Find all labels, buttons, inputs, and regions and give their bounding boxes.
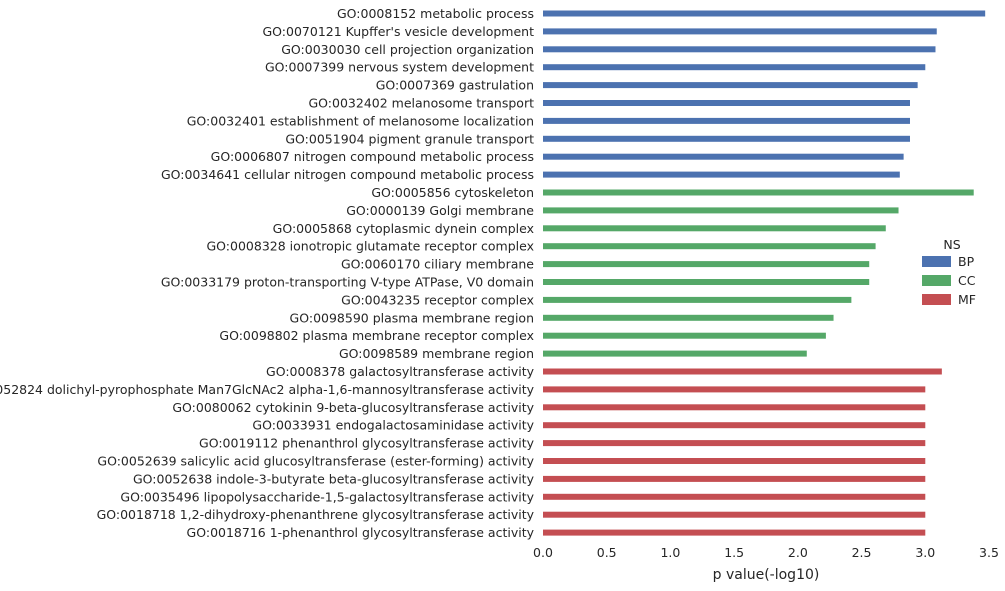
category-label: GO:0032402 melanosome transport <box>309 96 535 111</box>
bar-cc <box>543 314 834 321</box>
legend-swatch-cc <box>922 275 951 286</box>
x-tick-label: 0.0 <box>533 545 553 560</box>
x-axis-title: p value(-log10) <box>713 567 820 583</box>
category-label: GO:0007399 nervous system development <box>265 60 534 75</box>
category-label: GO:0052824 dolichyl-pyrophosphate Man7Gl… <box>0 382 535 397</box>
category-label: GO:0019112 phenanthrol glycosyltransfera… <box>199 436 535 451</box>
x-tick-label: 1.5 <box>724 545 744 560</box>
bar-mf <box>543 404 926 411</box>
x-tick-label: 3.5 <box>979 545 999 560</box>
category-label: GO:0018716 1-phenanthrol glycosyltransfe… <box>187 525 535 540</box>
legend-label-bp: BP <box>958 254 975 269</box>
bars-layer <box>543 10 986 536</box>
bar-mf <box>543 440 926 447</box>
bar-mf <box>543 475 926 482</box>
category-label: GO:0008152 metabolic process <box>337 6 534 21</box>
bar-mf <box>543 368 942 375</box>
bar-mf <box>543 386 926 393</box>
legend-label-cc: CC <box>958 273 976 288</box>
category-label: GO:0034641 cellular nitrogen compound me… <box>161 167 534 182</box>
bar-cc <box>543 261 870 268</box>
category-label: GO:0043235 receptor complex <box>341 292 534 307</box>
category-label: GO:0080062 cytokinin 9-beta-glucosyltran… <box>172 400 534 415</box>
bar-bp <box>543 46 936 53</box>
bar-bp <box>543 28 937 35</box>
category-label: GO:0033931 endogalactosaminidase activit… <box>252 418 534 433</box>
category-label: GO:0032401 establishment of melanosome l… <box>187 113 534 128</box>
category-label: GO:0018718 1,2-dihydroxy-phenanthrene gl… <box>97 507 535 522</box>
category-label: GO:0035496 lipopolysaccharide-1,5-galact… <box>120 489 534 504</box>
category-label: GO:0098802 plasma membrane receptor comp… <box>219 328 534 343</box>
bar-bp <box>543 171 900 178</box>
bar-cc <box>543 296 852 303</box>
bar-mf <box>543 422 926 429</box>
legend-swatch-bp <box>922 256 951 267</box>
bar-bp <box>543 117 910 124</box>
legend-title: NS <box>943 237 960 252</box>
bar-cc <box>543 279 870 285</box>
category-label: GO:0000139 Golgi membrane <box>346 203 534 218</box>
category-labels: GO:0008152 metabolic process GO:0070121 K… <box>0 6 535 540</box>
x-tick-label: 2.5 <box>852 545 872 560</box>
category-label: GO:0051904 pigment granule transport <box>285 131 534 146</box>
legend-label-mf: MF <box>958 292 976 307</box>
category-label: GO:0008328 ionotropic glutamate receptor… <box>207 239 535 254</box>
x-axis-ticks: 0.0 0.5 1.0 1.5 2.0 2.5 3.0 3.5 <box>533 545 999 560</box>
bar-bp <box>543 135 910 142</box>
category-label: GO:0005856 cytoskeleton <box>371 185 534 200</box>
legend-swatch-mf <box>922 294 951 305</box>
bar-cc <box>543 225 886 232</box>
category-label: GO:0006807 nitrogen compound metabolic p… <box>211 149 534 164</box>
bar-bp <box>543 100 910 106</box>
x-tick-label: 3.0 <box>915 545 935 560</box>
bar-mf <box>543 458 926 464</box>
category-label: GO:0060170 ciliary membrane <box>341 257 534 272</box>
legend: NS BP CC MF <box>922 237 976 307</box>
bar-bp <box>543 64 926 71</box>
category-label: GO:0052639 salicylic acid glucosyltransf… <box>97 454 534 469</box>
bar-cc <box>543 332 826 339</box>
bar-cc <box>543 189 974 196</box>
bar-mf <box>543 529 926 536</box>
category-label: GO:0005868 cytoplasmic dynein complex <box>273 221 534 236</box>
bar-mf <box>543 511 926 518</box>
category-label: GO:0052638 indole-3-butyrate beta-glucos… <box>133 471 535 486</box>
x-tick-label: 2.0 <box>788 545 808 560</box>
bar-bp <box>543 82 918 89</box>
bar-mf <box>543 493 926 500</box>
bar-bp <box>543 10 986 17</box>
bar-cc <box>543 350 807 357</box>
category-label: GO:0070121 Kupffer's vesicle development <box>263 24 535 39</box>
x-tick-label: 0.5 <box>597 545 617 560</box>
category-label: GO:0033179 proton-transporting V-type AT… <box>161 275 534 290</box>
x-tick-label: 1.0 <box>660 545 680 560</box>
category-label: GO:0098589 membrane region <box>339 346 534 361</box>
bar-cc <box>543 207 899 214</box>
category-label: GO:0007369 gastrulation <box>376 78 534 93</box>
bar-cc <box>543 243 876 250</box>
category-label: GO:0098590 plasma membrane region <box>290 310 534 325</box>
bar-bp <box>543 153 904 160</box>
category-label: GO:0008378 galactosyltransferase activit… <box>266 364 535 379</box>
category-label: GO:0030030 cell projection organization <box>281 42 534 57</box>
